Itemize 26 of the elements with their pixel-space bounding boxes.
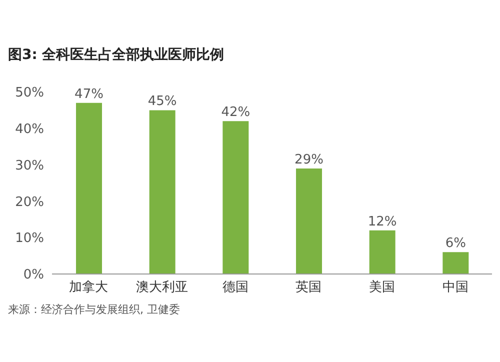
bar bbox=[222, 121, 249, 274]
data-label: 29% bbox=[294, 152, 324, 168]
bar bbox=[369, 230, 396, 274]
y-tick-label: 10% bbox=[15, 231, 44, 246]
x-tick-label: 中国 bbox=[442, 280, 468, 296]
bar bbox=[149, 110, 176, 274]
y-tick-label: 30% bbox=[15, 158, 44, 174]
data-label: 42% bbox=[221, 105, 250, 120]
bar bbox=[296, 168, 322, 274]
x-tick-label: 德国 bbox=[222, 280, 248, 296]
x-tick-label: 加拿大 bbox=[69, 280, 108, 296]
x-tick-label: 美国 bbox=[369, 279, 395, 296]
y-tick-label: 40% bbox=[15, 122, 44, 138]
chart-title: 图3: 全科医生占全部执业医师比例 bbox=[8, 46, 224, 64]
bar bbox=[442, 252, 469, 274]
source-note: 来源：经济合作与发展组织, 卫健委 bbox=[8, 302, 180, 317]
data-label: 45% bbox=[148, 94, 177, 110]
bar bbox=[76, 102, 102, 274]
data-label: 6% bbox=[445, 236, 466, 252]
data-label: 12% bbox=[368, 214, 397, 230]
data-label: 47% bbox=[74, 86, 104, 102]
x-tick-label: 澳大利亚 bbox=[136, 280, 188, 296]
y-tick-label: 50% bbox=[15, 86, 44, 101]
y-tick-label: 0% bbox=[23, 268, 44, 283]
x-tick-label: 英国 bbox=[296, 280, 322, 296]
y-tick-label: 20% bbox=[15, 194, 44, 210]
